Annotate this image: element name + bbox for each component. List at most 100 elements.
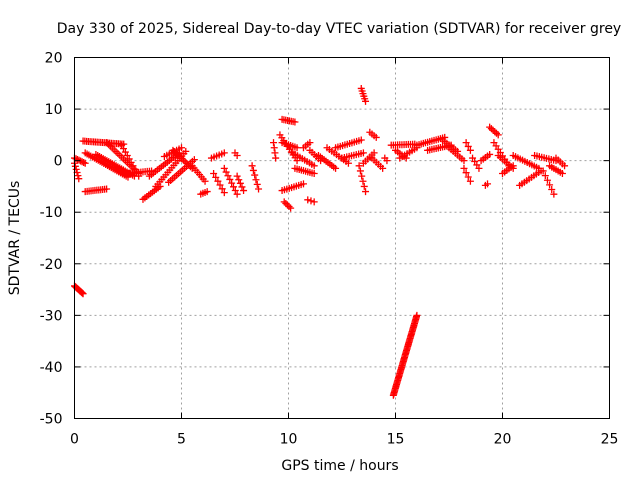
data-point [332,164,340,172]
data-point [248,162,256,170]
data-point [293,144,301,152]
data-point [270,139,278,147]
data-point [356,167,364,175]
data-point [462,169,470,177]
data-point [203,188,211,196]
data-point [304,196,312,204]
data-point [509,162,517,170]
data-point [550,190,558,198]
data-point [220,189,228,197]
data-point [249,166,257,174]
data-point [272,154,280,162]
data-point [383,157,391,165]
data-point [103,185,111,193]
data-point [358,172,366,180]
data-point [355,162,363,170]
data-point [413,311,421,319]
y-tick-label: 0 [54,154,63,170]
data-point [344,159,352,167]
data-point [210,170,218,178]
data-point [228,179,236,187]
chart-title: Day 330 of 2025, Sidereal Day-to-day VTE… [57,21,621,37]
axes: 0 5 10 15 20 25 -50 -40 -30 -20 -10 0 10 20 [40,51,619,448]
data-point [222,168,230,176]
data-point [287,204,295,212]
data-point [379,164,387,172]
data-point [226,175,234,183]
data-point [190,156,198,164]
data-point [310,170,318,178]
data-point [81,159,89,167]
data-point [252,176,260,184]
data-point [372,133,380,141]
data-point [475,164,483,172]
data-point [462,139,470,147]
y-tick-label: -40 [40,360,63,376]
data-point [543,176,551,184]
data-point [233,151,241,159]
plot-frame [74,57,610,419]
data-point [541,172,549,180]
data-point [75,175,83,183]
data-point [484,180,492,188]
data-point [546,181,554,189]
data-point [229,183,237,191]
data-point [240,187,248,195]
data-point [251,171,259,179]
data-point [214,177,222,185]
data-point [233,190,241,198]
data-point [80,158,88,166]
data-point [464,173,472,181]
y-tick-label: 10 [45,102,63,118]
x-tick-label: 0 [70,432,79,448]
data-point [233,172,241,180]
data-point [494,131,502,139]
data-point [486,150,494,158]
data-point [178,144,185,152]
data-point [216,181,224,189]
data-point [212,173,220,181]
data-point [464,142,472,150]
data-point [270,144,278,152]
x-axis-label: GPS time / hours [281,458,398,474]
data-point [236,179,244,187]
grid [74,57,610,419]
data-point [357,136,365,144]
y-tick-label: -20 [40,257,63,273]
y-tick-label: -10 [40,205,63,221]
data-point [460,157,468,165]
data-point [466,146,474,154]
y-tick-label: -50 [40,412,63,428]
data-point [78,158,86,166]
data-point [466,177,474,185]
data-point [231,186,239,194]
data-point [310,198,318,206]
data-point [253,180,261,188]
data-point [74,156,82,164]
data-point [558,170,566,178]
y-tick-label: 20 [45,51,63,67]
data-point [220,149,228,157]
data-point [548,186,556,194]
data-point [539,167,547,175]
data-point [370,149,378,157]
data-point [282,199,290,207]
data-point [238,183,246,191]
data-point [224,172,232,180]
data-point [299,180,307,188]
data-point [79,290,87,298]
data-point [201,177,209,185]
data-point [460,164,468,172]
data-point [362,188,370,196]
x-tick-label: 20 [494,432,512,448]
x-tick-label: 15 [387,432,405,448]
data-point [310,162,318,170]
x-tick-label: 5 [177,432,186,448]
data-point [72,165,80,173]
data-point [182,147,190,155]
data-point [283,201,291,209]
data-point [280,198,288,206]
data-point [218,185,226,193]
data-point [360,182,368,190]
